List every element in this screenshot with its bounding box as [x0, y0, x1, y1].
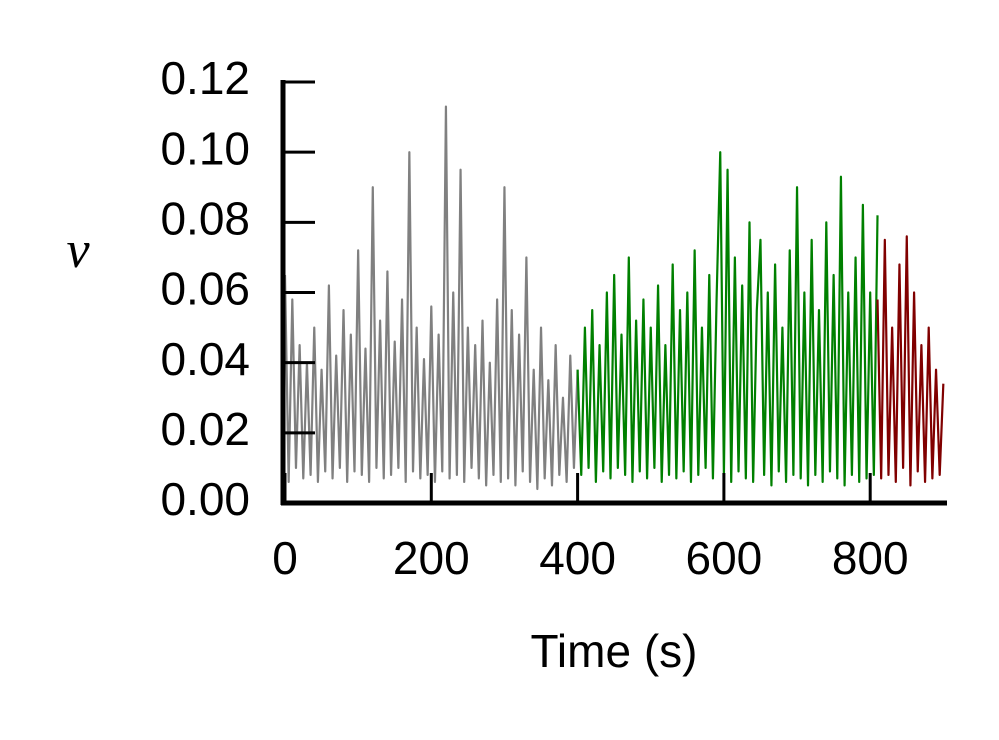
y-tick-label: 0.12 — [160, 52, 250, 104]
y-tick-label: 0.10 — [160, 122, 250, 174]
y-tick-label: 0.00 — [160, 473, 250, 525]
data-line — [876, 235, 945, 487]
x-tick-label: 0 — [272, 532, 298, 584]
x-tick-label: 200 — [393, 532, 470, 584]
data-line — [576, 151, 879, 487]
y-tick-label: 0.02 — [160, 403, 250, 455]
data-line — [283, 105, 579, 491]
y-tick-label: 0.06 — [160, 263, 250, 315]
x-axis-label: Time (s) — [531, 625, 698, 677]
y-tick-label: 0.08 — [160, 192, 250, 244]
y-tick-label: 0.04 — [160, 333, 250, 385]
y-axis-label: ν — [66, 222, 90, 279]
x-tick-label: 800 — [832, 532, 909, 584]
x-tick-label: 400 — [539, 532, 616, 584]
x-tick-label: 600 — [686, 532, 763, 584]
